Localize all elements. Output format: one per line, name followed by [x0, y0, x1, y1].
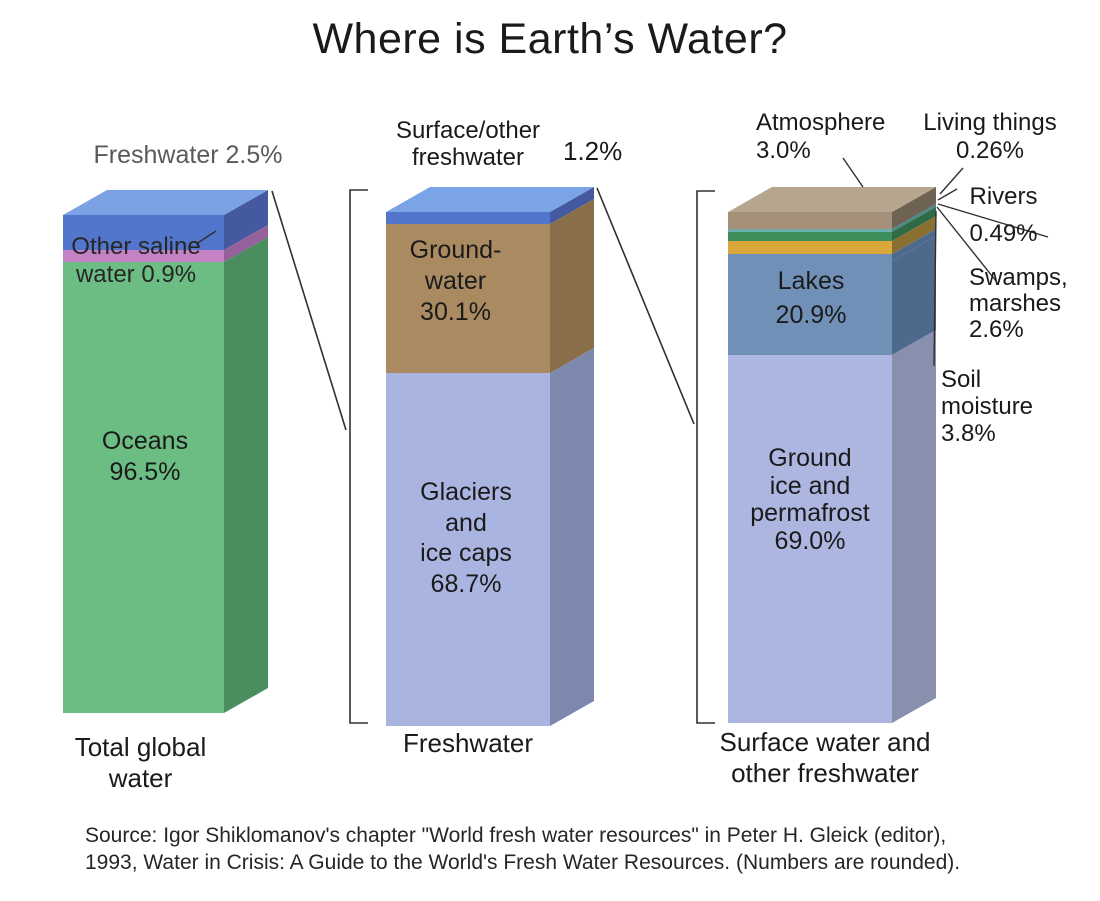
bar1-oceans-front [63, 262, 224, 713]
bar2-top-face [386, 187, 594, 212]
bar3-swamps-side [892, 216, 936, 254]
caption-surface-water: Surface water and other freshwater [719, 727, 931, 788]
bar2-surface-side [550, 187, 594, 224]
bar2-surface-front [386, 212, 550, 224]
bar3-living-things-side [892, 204, 936, 232]
bar3-lakes-front [728, 261, 892, 355]
leader-rivers-pct [937, 203, 1049, 238]
bracket-freshwater [349, 189, 368, 724]
leader-rivers [937, 188, 958, 201]
bar1-other-saline-front [63, 250, 224, 262]
connector-bar1-to-bar2 [271, 190, 347, 431]
label-freshwater-pct: Freshwater 2.5% [93, 141, 283, 169]
bar2-groundwater-front [386, 224, 550, 373]
bar1-other-saline-side [224, 225, 268, 262]
bar1-top-face [63, 190, 268, 215]
leader-living-things [939, 167, 964, 195]
bar3-living-things-front [728, 229, 892, 232]
label-living-things: Living things 0.26% [923, 109, 1057, 164]
label-rivers: Rivers 0.49% [969, 183, 1038, 248]
bar3-swamps-front [728, 241, 892, 254]
bar3-atmosphere-side [892, 187, 936, 229]
bar-freshwater [386, 187, 594, 726]
label-groundwater: Ground- water 30.1% [409, 236, 502, 326]
label-soil-moisture: Soil moisture 3.8% [941, 366, 1034, 447]
bar1-oceans-side [224, 237, 268, 713]
leader-other-saline [195, 230, 217, 245]
label-other-saline: Other saline water 0.9% [71, 233, 201, 289]
bar3-rivers-side [892, 207, 936, 241]
bar-surface-water [728, 187, 936, 723]
leader-atmosphere [842, 157, 864, 188]
bar2-glaciers-front [386, 373, 550, 726]
label-atmosphere: Atmosphere 3.0% [756, 109, 886, 164]
bar1-freshwater-side [224, 190, 268, 250]
bar3-ground-ice-side [892, 330, 936, 723]
leader-soil-moisture [933, 210, 937, 367]
label-surface-other-pct: 1.2% [563, 136, 623, 166]
leader-swamps [936, 206, 997, 282]
bar3-soil-moisture-front [728, 254, 892, 261]
connector-bar2-to-bar3 [596, 187, 695, 425]
bar3-lakes-side [892, 236, 936, 355]
caption-total-global-water: Total global water [74, 732, 207, 794]
bar3-top-face [728, 187, 936, 212]
bar3-soil-moisture-side [892, 229, 936, 261]
bar2-glaciers-side [550, 348, 594, 726]
label-surface-other: Surface/other freshwater [395, 117, 541, 171]
bar3-atmosphere-front [728, 212, 892, 229]
label-oceans: Oceans 96.5% [101, 427, 189, 486]
label-ground-ice: Ground ice and permafrost 69.0% [750, 444, 870, 555]
source-note: Source: Igor Shiklomanov's chapter "Worl… [85, 824, 961, 874]
bar2-groundwater-side [550, 199, 594, 373]
bar3-ground-ice-front [728, 355, 892, 723]
bar3-rivers-front [728, 232, 892, 241]
label-swamps: Swamps, marshes 2.6% [969, 264, 1068, 343]
label-glaciers: Glaciers and ice caps 68.7% [420, 478, 512, 598]
caption-freshwater: Freshwater [402, 728, 534, 758]
bar-total-global-water [63, 190, 268, 713]
bracket-surface-water [696, 190, 715, 724]
chart-title: Where is Earth’s Water? [312, 15, 788, 63]
bar1-freshwater-front [63, 215, 224, 250]
label-lakes: Lakes 20.9% [775, 267, 847, 329]
